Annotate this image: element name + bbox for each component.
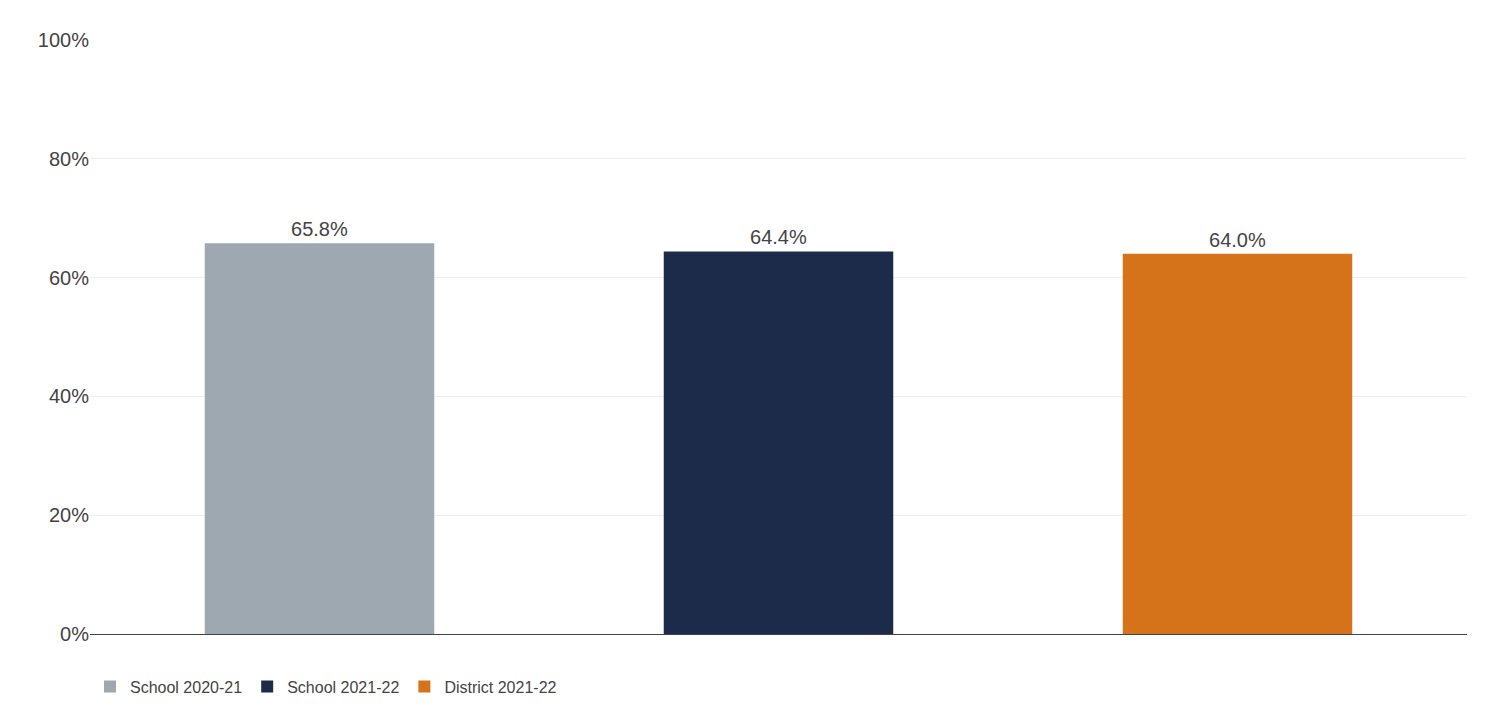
svg-text:65.8%: 65.8% <box>291 218 348 240</box>
svg-text:School 2020-21: School 2020-21 <box>130 679 242 696</box>
svg-text:20%: 20% <box>49 504 89 526</box>
svg-text:80%: 80% <box>49 148 89 170</box>
svg-text:64.0%: 64.0% <box>1209 229 1266 251</box>
svg-text:60%: 60% <box>49 267 89 289</box>
svg-text:100%: 100% <box>38 29 89 51</box>
svg-text:School 2021-22: School 2021-22 <box>287 679 399 696</box>
svg-text:0%: 0% <box>60 623 89 645</box>
svg-text:40%: 40% <box>49 385 89 407</box>
svg-text:District 2021-22: District 2021-22 <box>444 679 556 696</box>
svg-text:64.4%: 64.4% <box>750 226 807 248</box>
